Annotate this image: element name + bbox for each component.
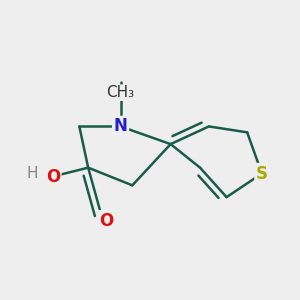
Text: H: H — [26, 166, 38, 181]
Text: O: O — [46, 167, 60, 185]
Text: CH₃: CH₃ — [106, 85, 135, 100]
Text: N: N — [114, 117, 128, 135]
Text: S: S — [256, 165, 268, 183]
Text: O: O — [99, 212, 113, 230]
